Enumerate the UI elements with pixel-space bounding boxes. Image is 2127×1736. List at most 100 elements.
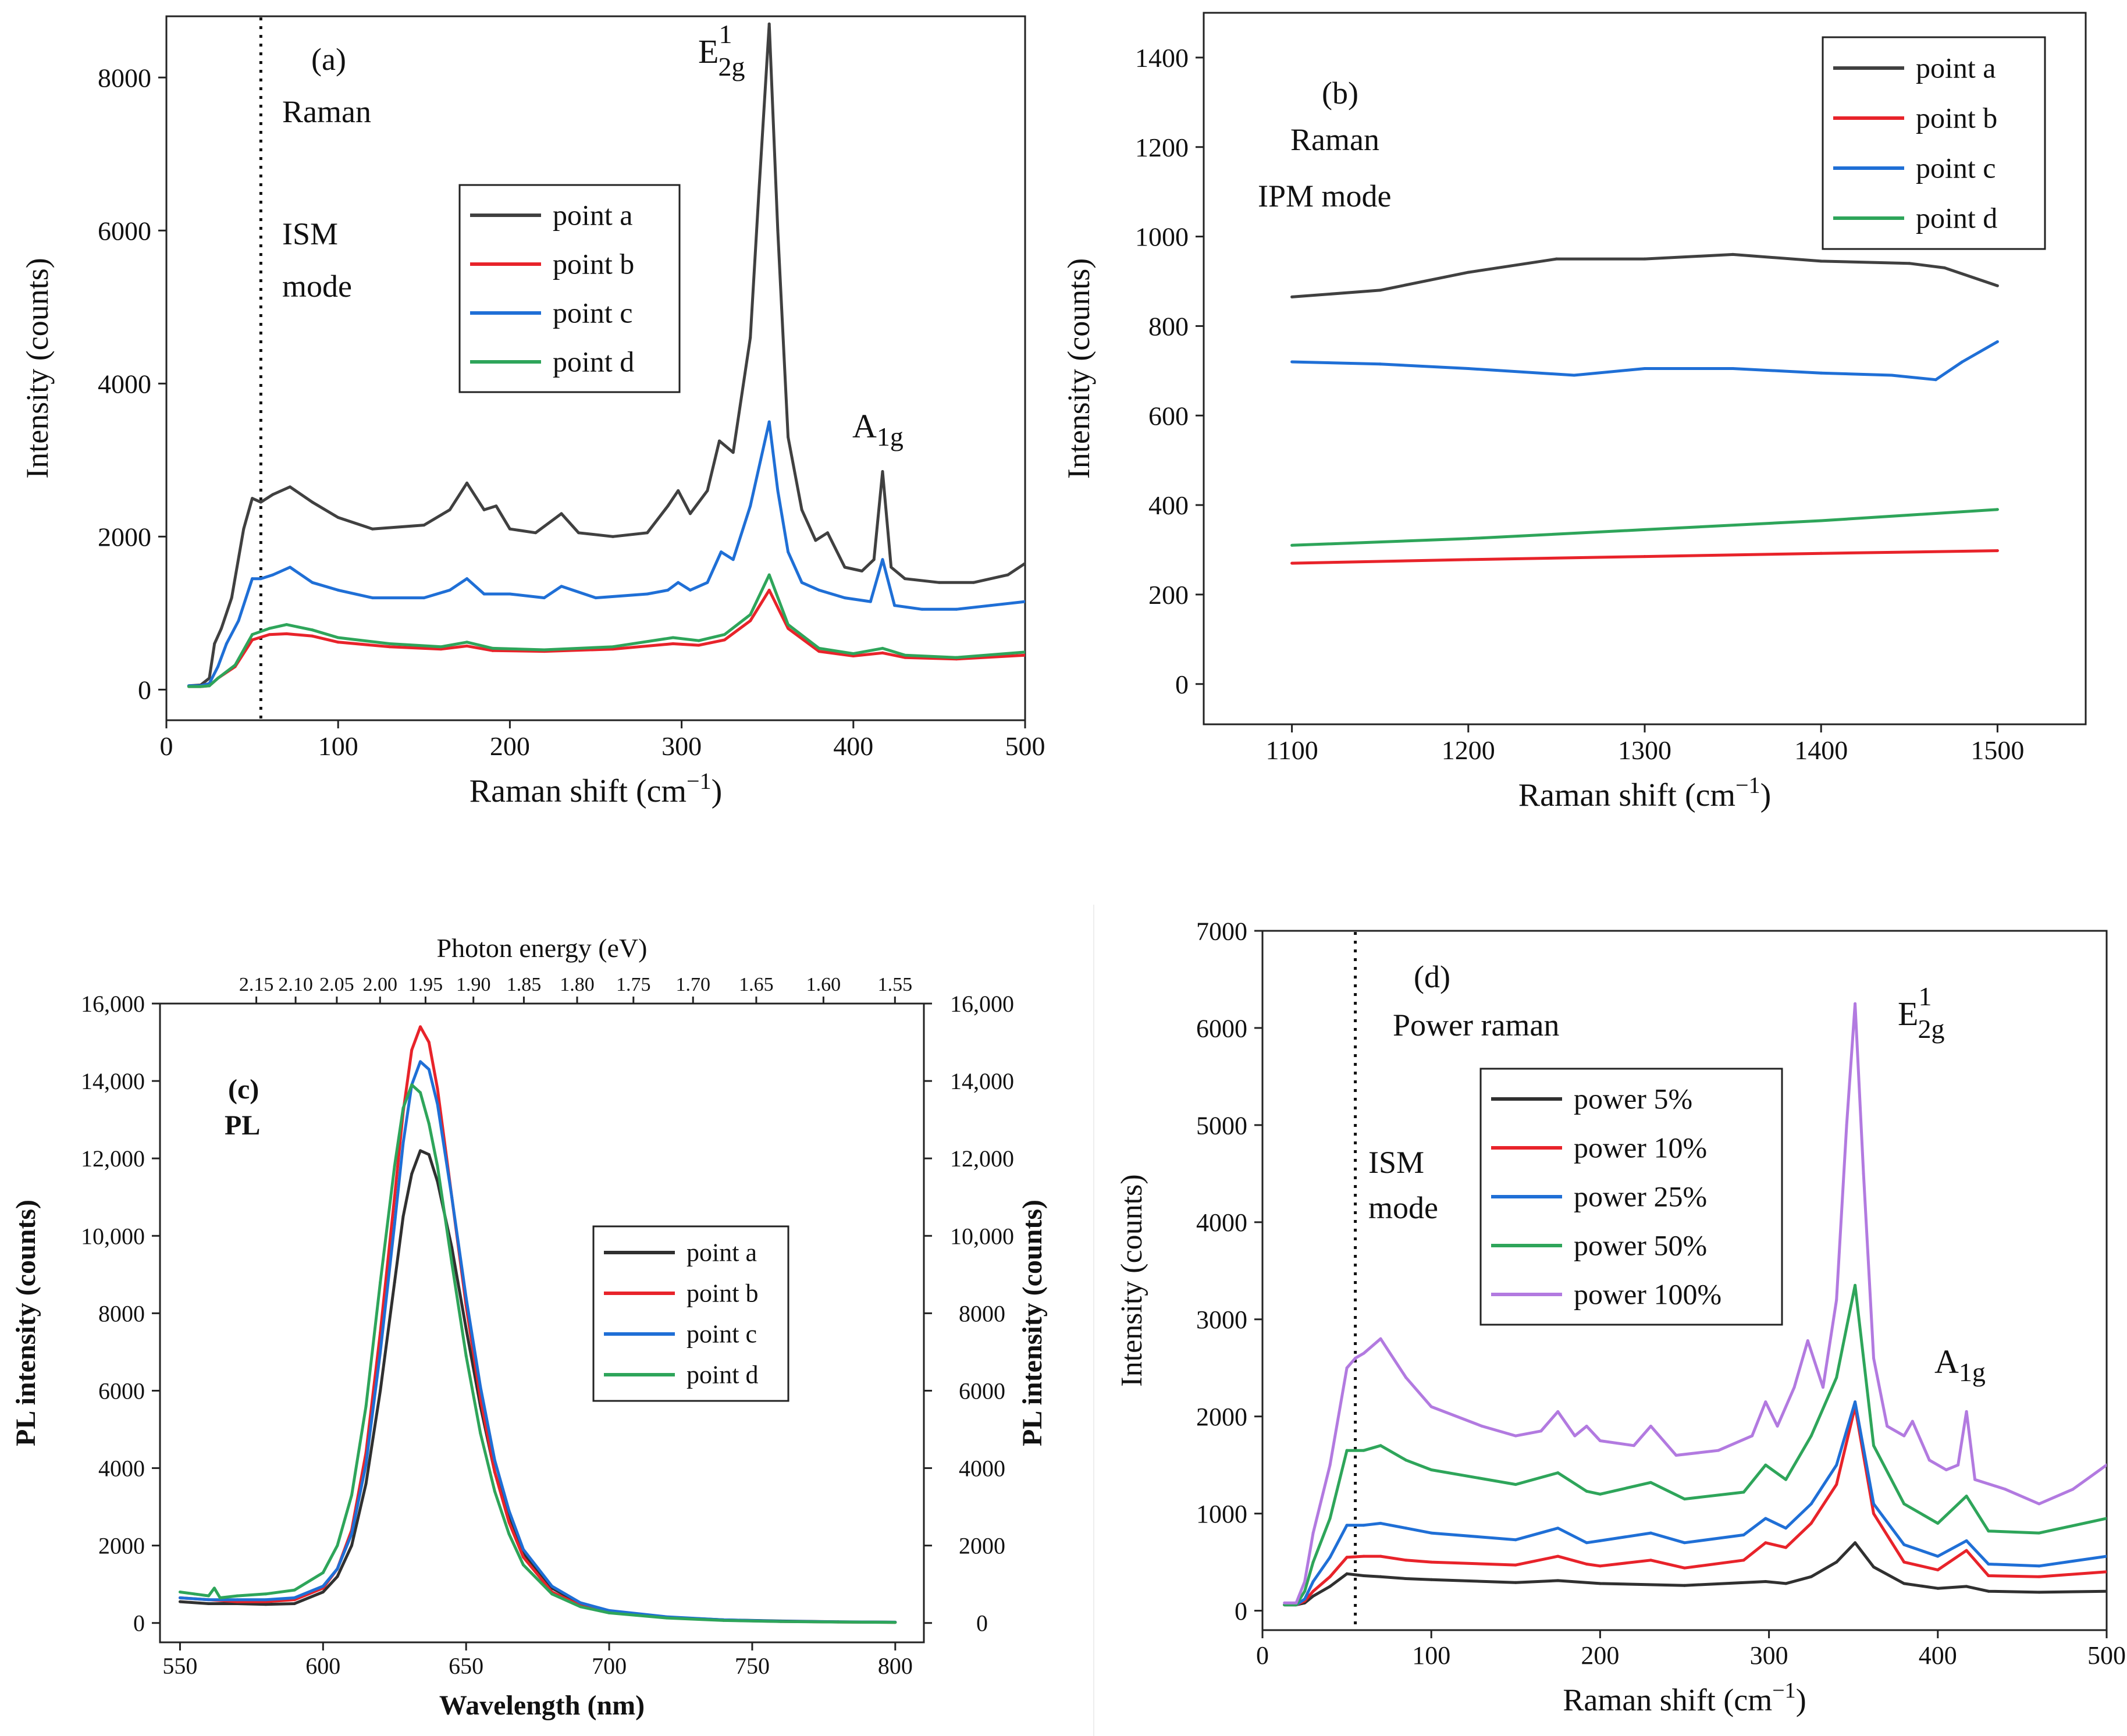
- data-point: [787, 623, 790, 627]
- data-point: [1854, 1541, 1857, 1545]
- data-point: [767, 588, 771, 592]
- data-point: [757, 191, 760, 194]
- legend: power 5% power 10% power 25% power 50% power…: [1479, 1068, 1783, 1326]
- data-point: [1556, 1579, 1560, 1582]
- data-point: [1311, 1531, 1315, 1535]
- data-point: [419, 1060, 422, 1063]
- data-point: [1311, 1560, 1315, 1564]
- data-point: [1742, 1533, 1745, 1536]
- data-point: [251, 577, 254, 581]
- data-point: [336, 636, 340, 639]
- data-point: [1649, 1559, 1652, 1562]
- data-point: [1514, 1434, 1517, 1438]
- data-point: [787, 550, 790, 554]
- data-point: [1683, 1497, 1686, 1501]
- series-line-point-c: [180, 1060, 895, 1624]
- data-point: [388, 645, 392, 649]
- legend-label: power 5%: [1574, 1083, 1692, 1115]
- data-point: [350, 1532, 353, 1536]
- data-point: [817, 588, 821, 592]
- data-point: [491, 646, 495, 650]
- annotation-a1g: A1g: [852, 407, 904, 451]
- right-y-tick-label: 0: [976, 1610, 988, 1637]
- data-point: [843, 596, 846, 600]
- data-point: [1643, 257, 1646, 261]
- data-point: [1835, 1483, 1838, 1486]
- plot-frame: [165, 15, 1026, 721]
- data-point: [577, 531, 580, 535]
- x-tick-label: 200: [490, 731, 530, 761]
- top-x-tick-label: 1.90: [456, 974, 491, 995]
- data-point: [1764, 1463, 1767, 1467]
- data-point: [493, 1470, 496, 1474]
- data-point: [1961, 360, 1964, 364]
- y-tick-label: 6000: [1196, 1014, 1247, 1043]
- data-point: [1345, 1524, 1349, 1527]
- data-point: [1965, 1549, 1968, 1552]
- data-point: [379, 1280, 382, 1284]
- x-axis-label-end: ): [1760, 777, 1772, 813]
- data-point: [419, 1025, 422, 1029]
- legend-label: power 50%: [1574, 1229, 1707, 1262]
- data-point: [1328, 1463, 1332, 1467]
- data-point: [336, 515, 340, 519]
- data-point: [749, 613, 752, 616]
- y-tick-label: 6000: [98, 1378, 145, 1404]
- data-point: [1784, 1582, 1788, 1585]
- y-tick-label: 6000: [98, 216, 151, 246]
- data-point: [1973, 1478, 1977, 1481]
- data-point: [1908, 262, 1911, 265]
- y-tick-label: 0: [133, 1610, 145, 1637]
- data-point: [410, 1172, 414, 1176]
- data-point: [264, 1598, 268, 1602]
- data-point: [817, 650, 821, 653]
- data-point: [237, 619, 240, 622]
- data-point: [787, 435, 790, 439]
- top-x-tick-label: 1.95: [408, 974, 443, 995]
- legend-label: power 100%: [1574, 1278, 1721, 1311]
- data-point: [213, 642, 216, 645]
- data-point: [894, 1621, 897, 1624]
- data-point: [479, 1385, 482, 1389]
- data-point: [1835, 1560, 1838, 1564]
- top-x-tick-label: 1.75: [616, 974, 651, 995]
- data-point: [427, 1122, 431, 1125]
- data-point: [1987, 1589, 1990, 1593]
- data-point: [1555, 257, 1558, 261]
- legend-label: point d: [553, 346, 634, 378]
- data-point: [814, 539, 817, 542]
- data-point: [208, 684, 211, 688]
- data-point: [542, 648, 546, 652]
- data-point: [436, 1087, 439, 1090]
- data-point: [671, 642, 675, 645]
- data-point: [448, 508, 451, 511]
- data-point: [1996, 284, 1999, 287]
- data-point: [1902, 1543, 1906, 1546]
- data-point: [1379, 1337, 1382, 1340]
- data-point: [579, 1601, 582, 1605]
- annotation-e2g-sub: 2g: [718, 52, 745, 81]
- right-y-tick-label: 8000: [959, 1300, 1005, 1326]
- data-point: [1821, 1386, 1824, 1389]
- data-point: [285, 623, 289, 627]
- data-point: [1585, 1489, 1588, 1493]
- data-point: [242, 527, 246, 531]
- annotation-ism: ISM: [1368, 1145, 1424, 1180]
- x-tick-label: 1200: [1442, 735, 1495, 765]
- top-x-tick-label: 1.80: [560, 974, 595, 995]
- data-point: [218, 1596, 222, 1599]
- annotation-a1g-sub: 1g: [877, 422, 904, 451]
- y-axis-label: Intensity (counts): [20, 258, 55, 478]
- top-x-tick-label: 1.55: [878, 974, 913, 995]
- data-point: [2037, 1564, 2041, 1568]
- data-point: [251, 638, 254, 642]
- data-point: [1379, 1444, 1382, 1447]
- data-point: [508, 527, 511, 531]
- y-tick-label: 2000: [1196, 1403, 1247, 1431]
- chart-panel-d: 0 100 200 300 400 500010002000300040005000600…: [1115, 917, 2126, 1717]
- y-tick-label: 3000: [1196, 1305, 1247, 1334]
- data-point: [1643, 367, 1646, 370]
- data-point: [491, 649, 495, 652]
- data-point: [1764, 1517, 1767, 1520]
